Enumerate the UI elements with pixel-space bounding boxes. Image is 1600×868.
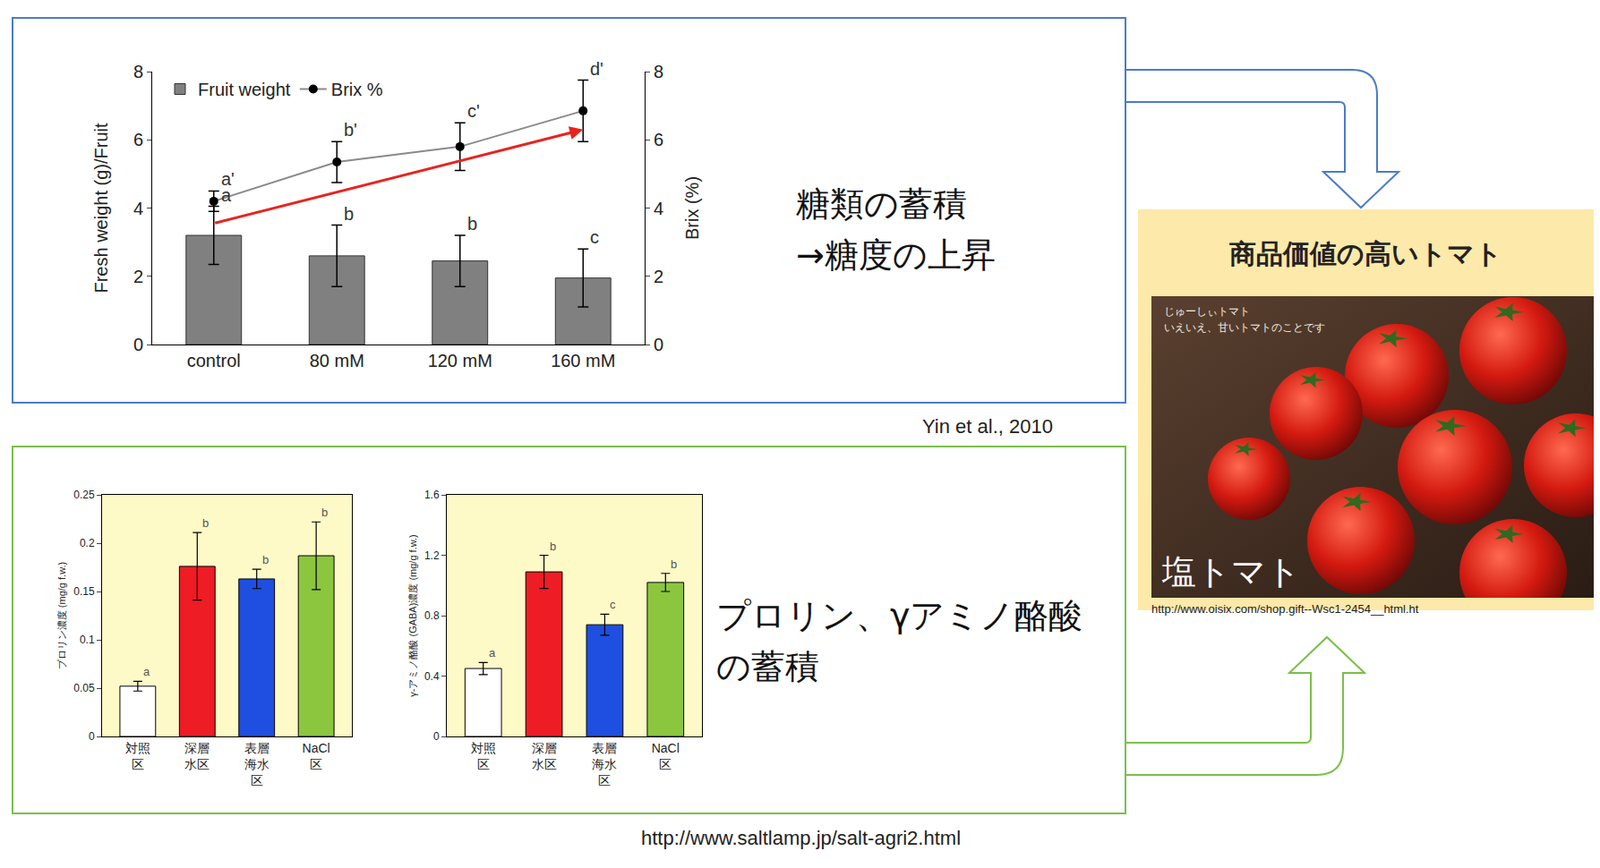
svg-text:b: b [262,553,269,567]
svg-text:深層水区: 深層水区 [184,741,210,772]
svg-text:b: b [321,505,328,520]
html-text:糖類の蓄積: 糖類の蓄積 [795,184,967,224]
svg-text:d': d' [590,59,604,79]
svg-text:6: 6 [133,129,144,150]
svg-text:0: 0 [433,730,440,744]
svg-text:表層海水区: 表層海水区 [244,741,270,788]
svg-text:いえいえ、甘いトマトのことです: いえいえ、甘いトマトのことです [1163,321,1326,334]
svg-text:じゅーしぃトマト: じゅーしぃトマト [1163,305,1250,318]
svg-text:a: a [221,185,232,206]
svg-text:Fruit weight: Fruit weight [197,79,291,100]
html-text:http://www.oisix.com/shop.gift: http://www.oisix.com/shop.gift--Wsc1-245… [1151,602,1419,617]
svg-text:c': c' [467,101,480,121]
svg-text:8: 8 [653,61,664,82]
svg-text:Fresh weight (g)/Fruit: Fresh weight (g)/Fruit [91,122,112,293]
svg-text:4: 4 [133,198,144,219]
svg-text:2: 2 [133,266,144,287]
svg-text:対照区: 対照区 [470,741,497,772]
svg-text:0.2: 0.2 [79,537,95,550]
svg-text:0.4: 0.4 [424,670,440,684]
svg-text:Brix (%): Brix (%) [682,176,702,240]
html-text:Yin et al., 2010: Yin et al., 2010 [922,415,1053,438]
svg-text:0.05: 0.05 [73,682,95,695]
svg-text:0: 0 [88,730,95,744]
svg-text:control: control [187,350,241,371]
svg-text:0.15: 0.15 [73,585,95,599]
svg-text:0: 0 [653,334,664,355]
svg-text:b': b' [343,119,358,140]
svg-text:120 mM: 120 mM [427,350,493,371]
svg-text:Brix %: Brix % [331,79,384,100]
svg-text:0.1: 0.1 [79,633,95,647]
svg-text:1.2: 1.2 [424,549,440,563]
html-text:の蓄積: の蓄積 [716,647,820,687]
html-text:商品価値の高いトマト: 商品価値の高いトマト [1229,238,1503,270]
svg-text:80 mM: 80 mM [309,350,365,371]
svg-text:4: 4 [653,198,664,219]
svg-text:a: a [488,646,497,660]
svg-text:深層水区: 深層水区 [531,741,557,772]
svg-text:b: b [343,204,354,224]
svg-text:プロリン濃度 (mg/g f.w.): プロリン濃度 (mg/g f.w.) [56,562,68,670]
svg-text:b: b [670,557,677,572]
svg-text:NaCl区: NaCl区 [302,741,331,772]
svg-text:a': a' [221,169,235,189]
svg-text:0: 0 [133,334,144,355]
svg-text:a: a [143,665,151,679]
svg-text:0.8: 0.8 [424,609,440,623]
html-text:プロリン、γアミノ酪酸: プロリン、γアミノ酪酸 [716,596,1083,636]
svg-text:c: c [609,598,617,612]
svg-text:表層海水区: 表層海水区 [591,741,617,788]
svg-text:2: 2 [653,266,664,287]
svg-text:対照区: 対照区 [125,741,151,772]
svg-text:b: b [467,213,478,234]
svg-text:1.6: 1.6 [424,488,440,502]
svg-text:0.25: 0.25 [73,488,95,502]
svg-text:塩トマト: 塩トマト [1161,552,1301,592]
svg-text:b: b [549,539,557,554]
svg-text:NaCl区: NaCl区 [651,741,680,772]
html-text:http://www.saltlamp.jp/salt-ag: http://www.saltlamp.jp/salt-agri2.html [641,827,961,850]
svg-text:b: b [202,516,209,531]
svg-text:160 mM: 160 mM [550,350,616,371]
svg-text:8: 8 [133,61,144,82]
html-text:→糖度の上昇: →糖度の上昇 [795,235,996,275]
svg-text:6: 6 [653,129,664,150]
svg-text:γ-アミノ酪酸 (GABA)濃度 (mg/g f.w.): γ-アミノ酪酸 (GABA)濃度 (mg/g f.w.) [407,534,419,698]
svg-text:c: c [590,227,599,248]
